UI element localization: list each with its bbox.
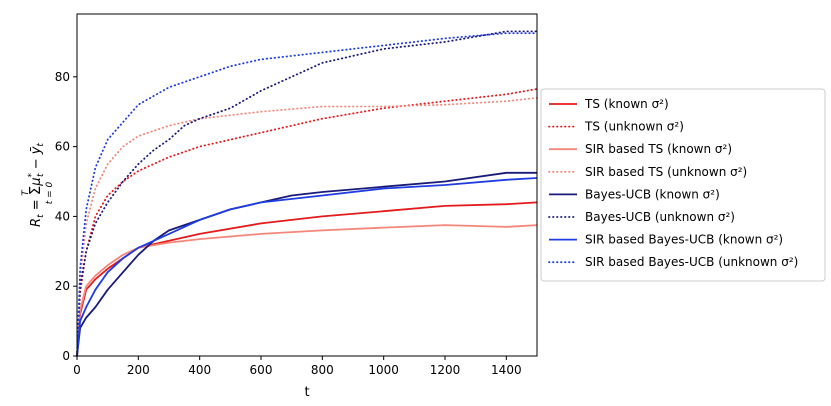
- y-axis: 0 20 40 60 80: [55, 70, 77, 363]
- legend-frame: [540, 88, 826, 282]
- legend-entry: Bayes-UCB (known σ²): [585, 187, 720, 201]
- series-line: [76, 177, 538, 357]
- series-line: [76, 224, 538, 357]
- x-tick-label: 600: [250, 363, 273, 377]
- series-layer: [76, 30, 538, 357]
- x-tick-label: 1200: [430, 363, 461, 377]
- svg-text:t = 0: t = 0: [45, 181, 55, 204]
- legend-entry: Bayes-UCB (unknown σ²): [585, 210, 735, 224]
- series-line: [76, 30, 538, 357]
- series-line: [76, 88, 538, 357]
- y-axis-label: Rt = Σμ*t − ȳt T t = 0: [21, 143, 55, 227]
- plot-frame: [76, 13, 538, 357]
- legend: TS (known σ²) TS (unknown σ²) SIR based TS…: [540, 88, 826, 282]
- x-axis: 0 200 400 600 800 1000 1200 1400: [73, 356, 522, 377]
- svg-text:Rt = Σμ*t − ȳt: Rt = Σμ*t − ȳt: [26, 143, 46, 227]
- legend-entry: SIR based TS (known σ²): [585, 142, 732, 156]
- y-tick-label: 40: [55, 209, 70, 223]
- x-tick-label: 400: [188, 363, 211, 377]
- x-tick-label: 0: [73, 363, 81, 377]
- x-tick-label: 800: [311, 363, 334, 377]
- y-tick-label: 0: [62, 349, 70, 363]
- x-tick-label: 1000: [368, 363, 399, 377]
- x-axis-label: t: [304, 385, 309, 400]
- y-tick-label: 20: [55, 279, 70, 293]
- legend-entry: TS (known σ²): [584, 97, 669, 111]
- svg-text:T: T: [21, 189, 31, 196]
- x-tick-label: 1400: [491, 363, 522, 377]
- series-line: [76, 171, 537, 357]
- x-tick-label: 200: [127, 363, 150, 377]
- legend-entry: TS (unknown σ²): [584, 120, 684, 134]
- legend-entry: SIR based Bayes-UCB (known σ²): [585, 233, 783, 247]
- series-line: [76, 201, 538, 357]
- series-line: [76, 32, 538, 357]
- y-tick-label: 80: [55, 70, 70, 84]
- legend-entry: SIR based Bayes-UCB (unknown σ²): [585, 255, 798, 269]
- series-line: [76, 96, 538, 357]
- legend-entry: SIR based TS (unknown σ²): [585, 165, 747, 179]
- y-tick-label: 60: [55, 140, 70, 154]
